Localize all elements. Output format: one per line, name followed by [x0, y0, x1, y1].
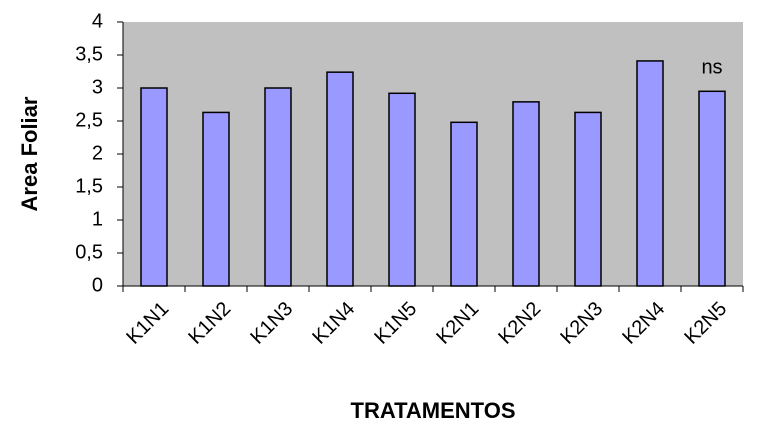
- y-tick-label: 2,5: [75, 109, 103, 131]
- y-tick-label: 3: [92, 76, 103, 98]
- y-tick-label: 0: [92, 274, 103, 296]
- bar: [140, 87, 168, 287]
- x-tick-label: K1N1: [122, 298, 173, 349]
- x-tick-label: K2N3: [556, 298, 607, 349]
- y-tick-label: 2: [92, 142, 103, 164]
- y-tick-label: 0,5: [75, 241, 103, 263]
- x-tick-label: K2N1: [432, 298, 483, 349]
- y-tick-label: 4: [92, 10, 103, 32]
- bar: [512, 101, 540, 287]
- y-tick-label: 1,5: [75, 175, 103, 197]
- bar: [450, 121, 478, 287]
- y-tick-label: 3,5: [75, 43, 103, 65]
- bar: [574, 111, 602, 287]
- bar: [326, 71, 354, 287]
- x-tick-label: K2N4: [618, 298, 669, 349]
- x-tick-label: K1N2: [184, 298, 235, 349]
- bar: [636, 60, 664, 287]
- bar: [202, 111, 230, 287]
- y-tick-label: 1: [92, 208, 103, 230]
- x-tick-label: K1N3: [246, 298, 297, 349]
- annotation: ns: [701, 56, 722, 78]
- x-tick-label: K1N4: [308, 298, 359, 349]
- y-axis-title: Area Foliar: [17, 96, 42, 211]
- bar: [698, 90, 726, 287]
- x-tick-label: K2N2: [494, 298, 545, 349]
- bar: [264, 87, 292, 287]
- x-tick-label: K2N5: [680, 298, 731, 349]
- bar: [388, 92, 416, 287]
- x-axis-title: TRATAMENTOS: [351, 398, 516, 423]
- x-tick-label: K1N5: [370, 298, 421, 349]
